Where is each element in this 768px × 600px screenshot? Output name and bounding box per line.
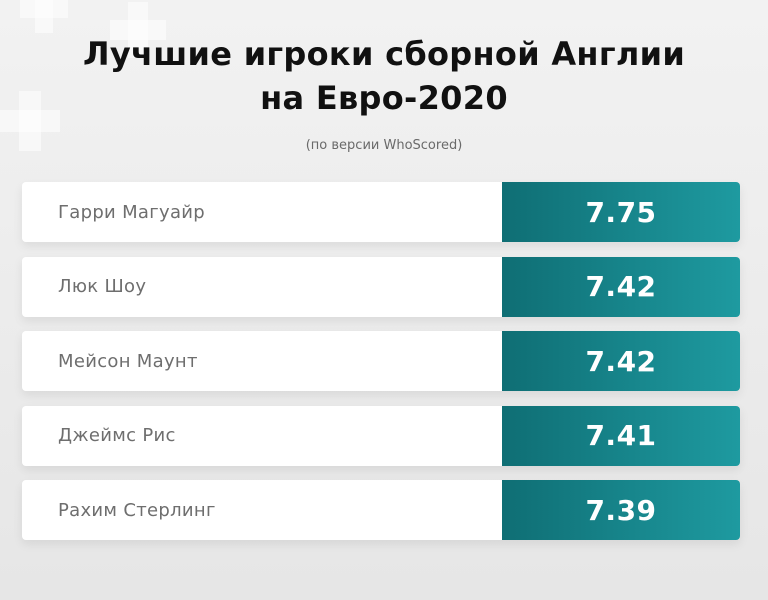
player-rating: 7.75 [502, 182, 740, 242]
player-row: Люк Шоу 7.42 [22, 256, 740, 317]
player-rating: 7.42 [502, 256, 740, 317]
title-line-2: на Евро-2020 [260, 79, 508, 117]
player-name: Джеймс Рис [22, 405, 502, 466]
page-subtitle: (по версии WhoScored) [305, 138, 463, 153]
player-row: Рахим Стерлинг 7.39 [22, 480, 740, 540]
player-rating: 7.39 [502, 480, 740, 540]
player-name: Гарри Магуайр [22, 182, 502, 242]
player-name: Люк Шоу [22, 256, 502, 317]
title-line-1: Лучшие игроки сборной Англии [82, 35, 686, 73]
player-name: Мейсон Маунт [22, 331, 502, 391]
player-rating: 7.42 [502, 331, 740, 391]
player-ratings-list: Гарри Магуайр 7.75 Люк Шоу 7.42 Мейсон М… [22, 182, 740, 555]
player-row: Джеймс Рис 7.41 [22, 405, 740, 466]
player-rating: 7.41 [502, 405, 740, 466]
page-title: Лучшие игроки сборной Англии на Евро-202… [0, 32, 768, 120]
player-row: Гарри Магуайр 7.75 [22, 182, 740, 242]
player-name: Рахим Стерлинг [22, 480, 502, 540]
player-row: Мейсон Маунт 7.42 [22, 331, 740, 391]
